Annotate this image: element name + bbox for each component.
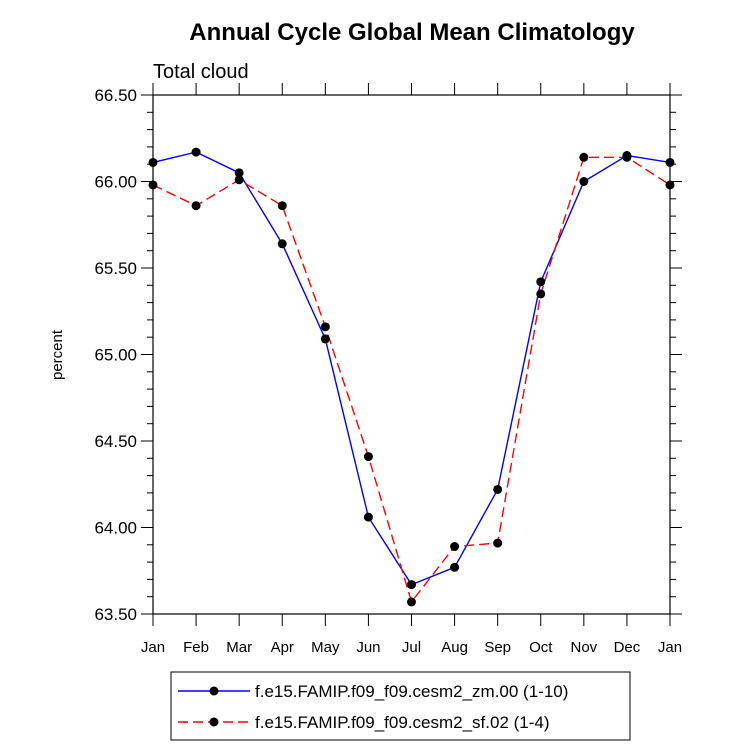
chart-subtitle: Total cloud <box>153 61 249 83</box>
x-tick-label: Sep <box>484 639 511 656</box>
series-2-point <box>363 452 373 462</box>
series-1-point <box>234 168 244 178</box>
legend-label-series-2: f.e15.FAMIP.f09_f09.cesm2_sf.02 (1-4) <box>255 713 550 732</box>
legend: f.e15.FAMIP.f09_f09.cesm2_zm.00 (1-10) f… <box>170 671 631 741</box>
y-tick-label: 65.50 <box>94 259 137 278</box>
x-tick-label: Mar <box>226 639 252 656</box>
x-tick-label: Jan <box>141 639 165 656</box>
series-2-point <box>665 180 675 190</box>
series-line-2 <box>152 156 671 604</box>
series-1-point <box>665 157 675 167</box>
y-tick-label: 66.00 <box>94 173 137 192</box>
y-tick-label: 64.50 <box>94 432 137 451</box>
y-axis-label: percent <box>49 329 66 380</box>
axis-ticks <box>141 83 682 626</box>
series-1-point <box>363 512 373 522</box>
series-layer <box>148 147 675 607</box>
x-tick-label: Jun <box>356 639 380 656</box>
legend-marker-series-2 <box>209 717 219 727</box>
y-tick-label: 65.00 <box>94 346 137 365</box>
series-1-point <box>407 580 416 590</box>
series-2-point <box>148 180 158 190</box>
x-tick-label: Jul <box>402 639 421 656</box>
series-1-point <box>493 484 503 494</box>
legend-box <box>170 671 631 741</box>
series-2-point <box>234 175 244 185</box>
series-1-point <box>191 147 201 157</box>
x-tick-label: Nov <box>570 639 597 656</box>
y-tick-label: 63.50 <box>94 605 137 624</box>
series-1-point <box>320 334 330 344</box>
x-tick-labels: Jan Feb Mar Apr May Jun Jul Aug Sep Oct Nov Dec Jan <box>141 639 682 656</box>
series-2-point <box>450 542 460 552</box>
plot-frame <box>152 94 671 615</box>
series-1-point <box>277 239 287 249</box>
x-tick-label: Jan <box>658 639 682 656</box>
series-2-point <box>622 152 632 162</box>
y-tick-label: 64.00 <box>94 519 137 538</box>
series-1-point <box>579 177 589 186</box>
series-2-point <box>536 289 546 299</box>
x-tick-label: Aug <box>441 639 468 656</box>
x-tick-label: Feb <box>183 639 209 656</box>
series-2-point <box>407 597 416 607</box>
chart-title: Annual Cycle Global Mean Climatology <box>189 19 635 46</box>
series-2-point <box>277 201 287 211</box>
series-2-point <box>579 152 589 162</box>
x-tick-label: Dec <box>614 639 641 656</box>
x-tick-label: May <box>311 639 340 656</box>
y-tick-labels: 63.50 64.00 64.50 65.00 65.50 66.00 66.50 <box>94 86 137 624</box>
x-tick-label: Apr <box>271 639 294 656</box>
series-line-1 <box>152 151 671 586</box>
legend-marker-series-1 <box>209 686 219 696</box>
series-2-point <box>191 201 201 211</box>
series-2-point <box>493 538 503 548</box>
series-1-point <box>450 562 460 572</box>
legend-label-series-1: f.e15.FAMIP.f09_f09.cesm2_zm.00 (1-10) <box>255 682 568 701</box>
series-2-point <box>320 322 330 332</box>
x-tick-label: Oct <box>529 639 553 656</box>
series-1-point <box>536 277 546 287</box>
y-tick-label: 66.50 <box>94 86 137 105</box>
series-1-point <box>148 157 158 167</box>
